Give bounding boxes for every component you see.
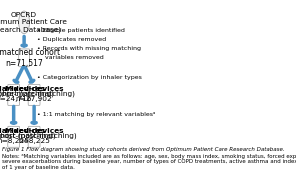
Text: cohort (pre-matching): cohort (pre-matching) [0, 91, 54, 97]
Text: cohort (post-matching): cohort (post-matching) [0, 133, 76, 139]
Text: variables removed: variables removed [37, 55, 104, 60]
Text: Mixed-devices: Mixed-devices [4, 128, 64, 134]
Text: of 1 year of baseline data.: of 1 year of baseline data. [2, 165, 75, 170]
Text: n=8,225: n=8,225 [0, 138, 30, 144]
Text: cohort (pre-matching): cohort (pre-matching) [0, 91, 75, 97]
Text: cohort (post-matching): cohort (post-matching) [0, 133, 56, 139]
FancyBboxPatch shape [8, 126, 20, 147]
Text: • Categorization by inhaler types: • Categorization by inhaler types [37, 75, 142, 80]
Text: Similar-devices: Similar-devices [0, 128, 46, 134]
Text: Unmatched cohort
n=71,517: Unmatched cohort n=71,517 [0, 48, 60, 68]
Text: Figure 1 Flow diagram showing study cohorts derived from Optimum Patient Care Re: Figure 1 Flow diagram showing study coho… [2, 147, 284, 152]
FancyBboxPatch shape [8, 84, 20, 105]
Text: n=27,902: n=27,902 [16, 96, 52, 102]
Text: • Eligible patients identified: • Eligible patients identified [37, 28, 125, 33]
Text: n=8,225: n=8,225 [18, 138, 50, 144]
Text: severe exacerbations during baseline year, number of types of COPD treatments, a: severe exacerbations during baseline yea… [2, 159, 296, 164]
Text: Mixed-devices: Mixed-devices [4, 86, 64, 92]
FancyBboxPatch shape [19, 49, 30, 67]
Text: Notes: ᵃMatching variables included are as follows: age, sex, body mass index, s: Notes: ᵃMatching variables included are … [2, 154, 296, 159]
Text: n=24,716: n=24,716 [0, 96, 32, 102]
FancyBboxPatch shape [28, 84, 40, 105]
Text: • Duplicates removed: • Duplicates removed [37, 37, 106, 42]
Text: • Records with missing matching: • Records with missing matching [37, 46, 141, 51]
Text: • 1:1 matching by relevant variablesᵃ: • 1:1 matching by relevant variablesᵃ [37, 112, 156, 117]
Text: Similar-devices: Similar-devices [0, 86, 46, 92]
Ellipse shape [19, 11, 30, 34]
Text: OPCRD
(Optimum Patient Care
Research Database): OPCRD (Optimum Patient Care Research Dat… [0, 12, 67, 33]
FancyBboxPatch shape [28, 126, 40, 147]
